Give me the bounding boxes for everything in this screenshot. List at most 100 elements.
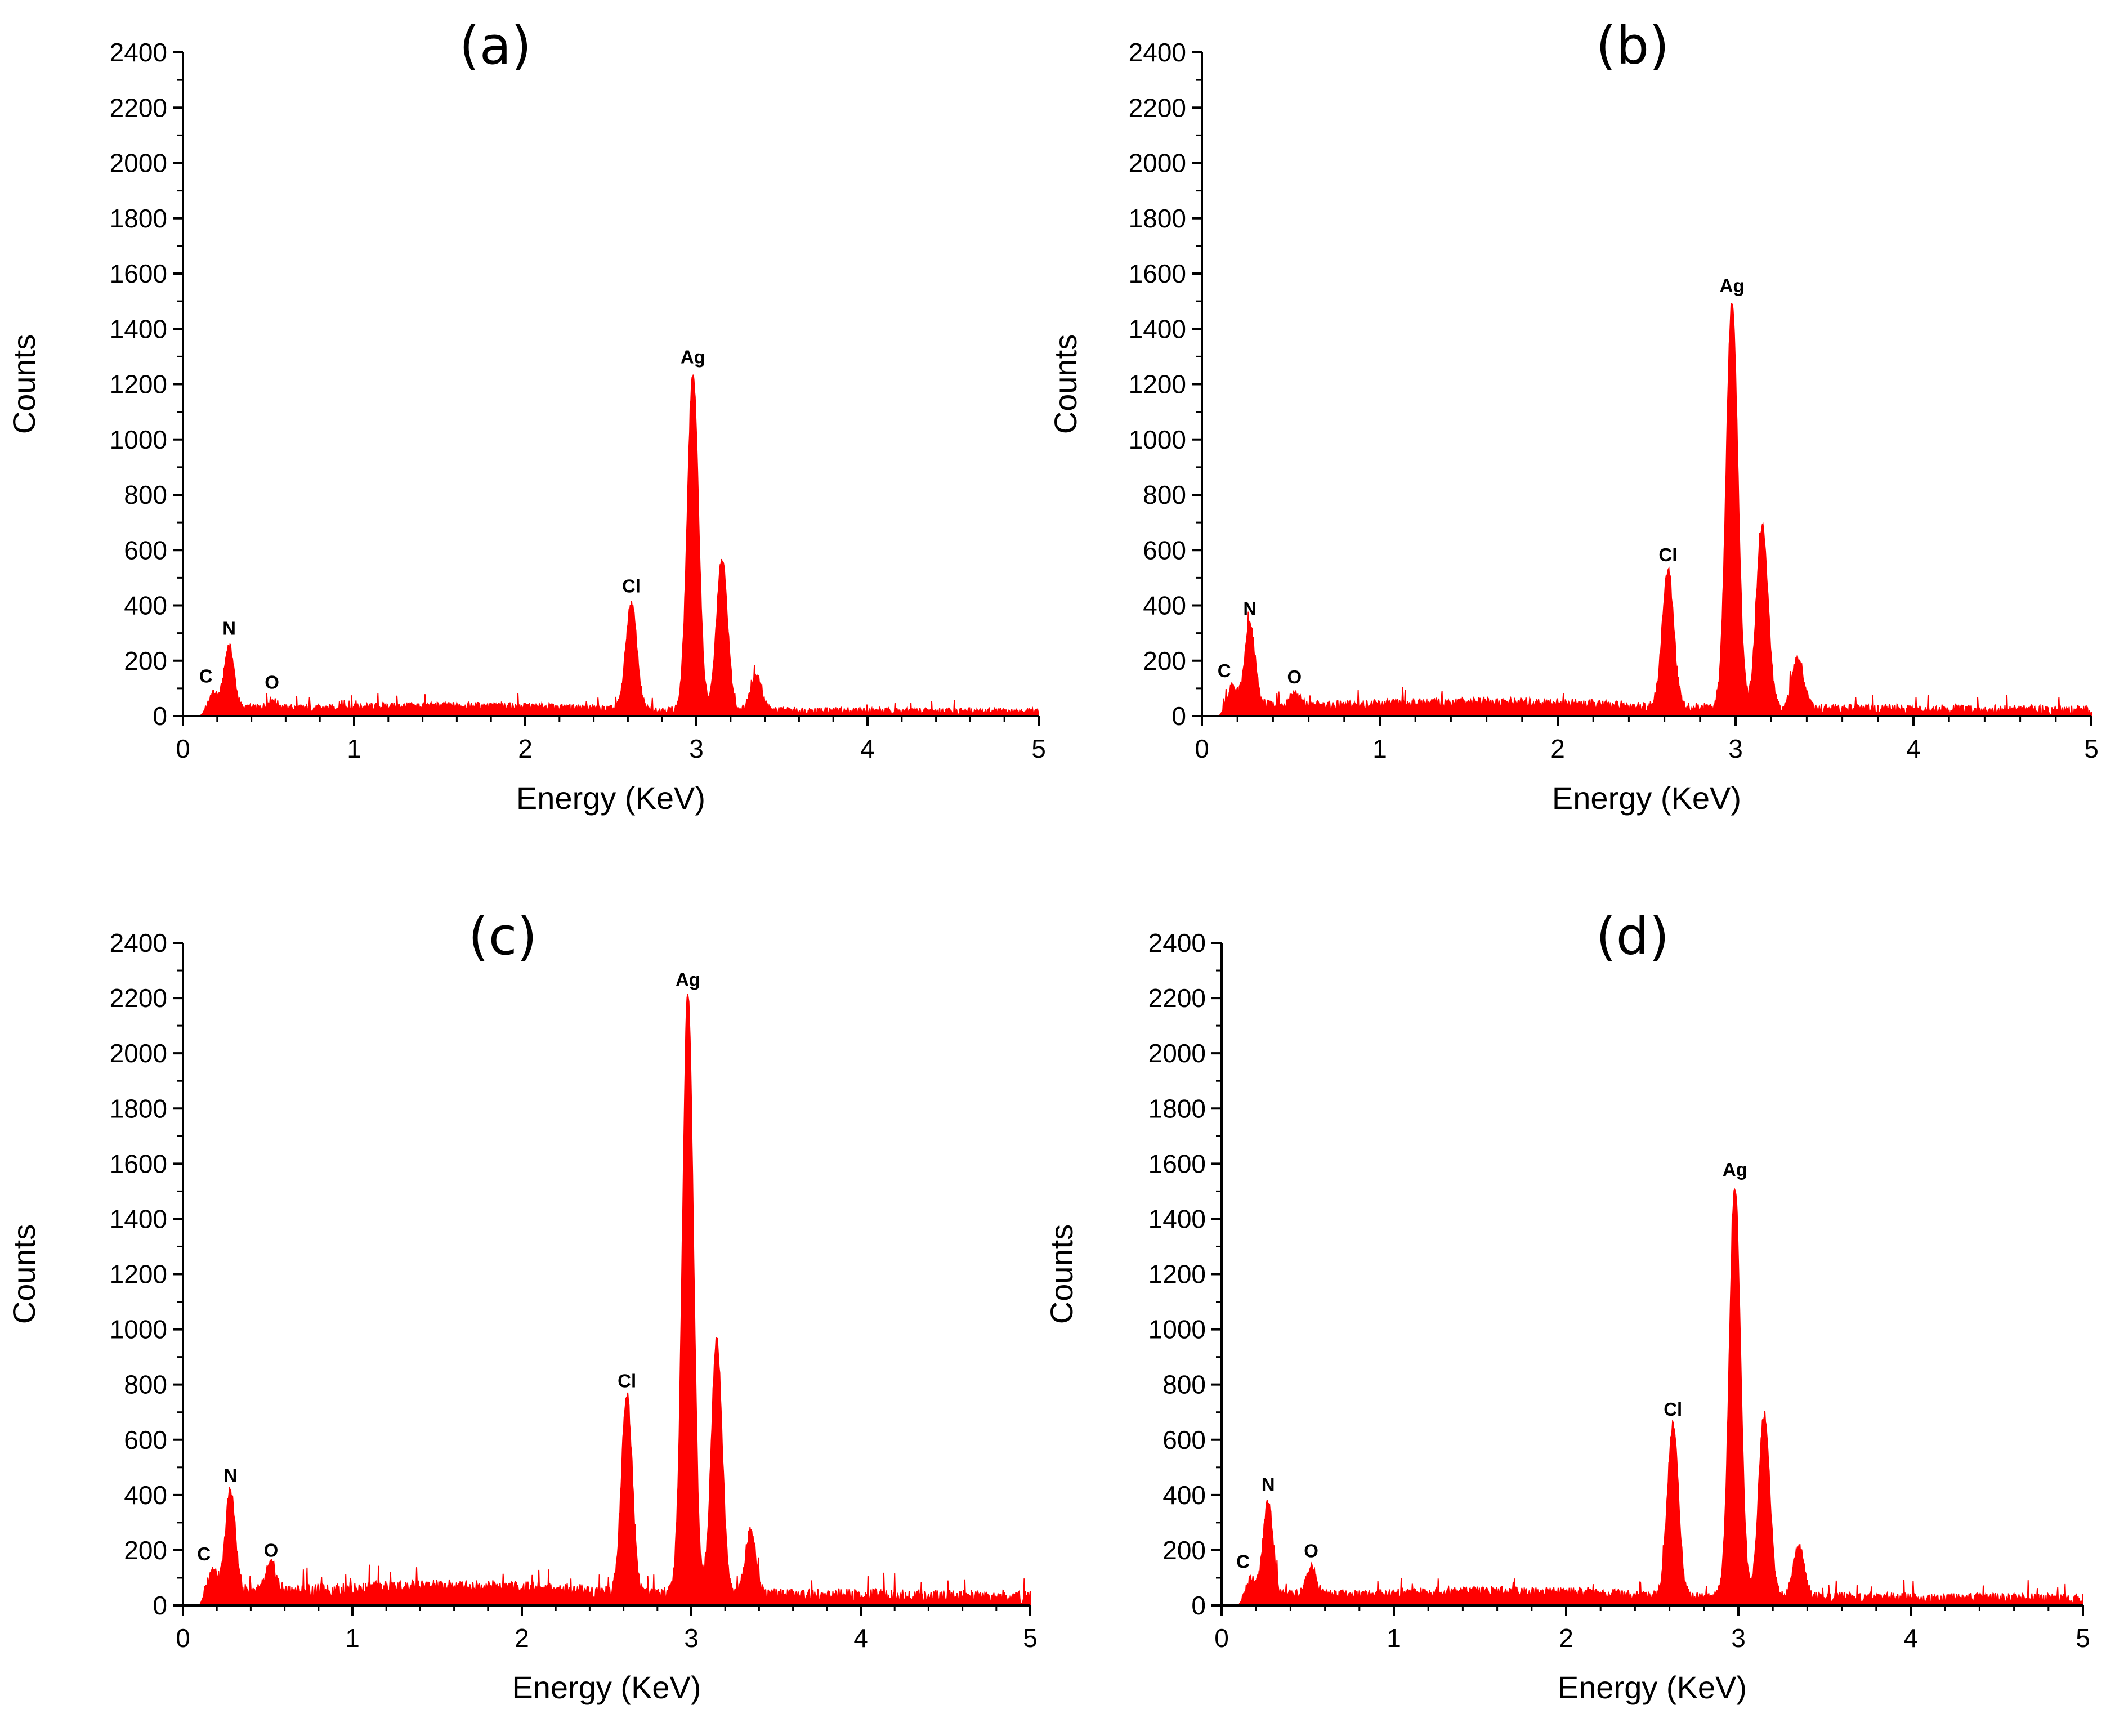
- spectrum-area: [1202, 303, 2092, 717]
- y-tick-label: 2000: [110, 149, 167, 178]
- y-tick-label: 2200: [110, 983, 167, 1013]
- x-tick-label: 5: [2076, 1623, 2090, 1653]
- x-tick-label: 1: [345, 1623, 360, 1653]
- y-tick-label: 1800: [1129, 204, 1186, 233]
- x-tick-label: 3: [689, 734, 704, 763]
- spectrum-area: [1222, 1188, 2083, 1606]
- y-tick-label: 2400: [1148, 928, 1206, 958]
- y-tick-label: 2200: [110, 93, 167, 122]
- x-tick-label: 1: [1387, 1623, 1401, 1653]
- x-tick-label: 3: [1731, 1623, 1746, 1653]
- x-axis-label: Energy (KeV): [1552, 780, 1741, 816]
- y-tick-label: 800: [124, 1370, 167, 1399]
- y-tick-label: 1600: [110, 1149, 167, 1178]
- x-tick-label: 5: [1031, 734, 1046, 763]
- x-tick-label: 3: [684, 1623, 699, 1653]
- panel-title: (c): [468, 906, 537, 967]
- peak-label-ag: Ag: [681, 346, 705, 367]
- x-tick-label: 0: [1214, 1623, 1229, 1653]
- x-tick-label: 1: [1372, 734, 1387, 763]
- y-tick-label: 2400: [110, 38, 167, 67]
- peak-label-cl: Cl: [1658, 544, 1677, 565]
- peak-label-n: N: [222, 618, 236, 638]
- y-tick-label: 600: [1162, 1425, 1206, 1455]
- y-tick-label: 1600: [1129, 259, 1186, 288]
- x-tick-label: 2: [515, 1623, 529, 1653]
- x-axis-label: Energy (KeV): [1558, 1670, 1747, 1705]
- spectrum-area: [183, 374, 1039, 717]
- peak-label-c: C: [1236, 1551, 1250, 1572]
- panel-title: (a): [459, 16, 531, 76]
- peak-label-cl: Cl: [622, 576, 641, 597]
- x-tick-label: 4: [860, 734, 875, 763]
- x-tick-label: 0: [176, 734, 190, 763]
- peak-label-o: O: [264, 1540, 279, 1560]
- y-tick-label: 1200: [110, 1260, 167, 1289]
- y-tick-label: 2000: [1148, 1039, 1206, 1068]
- y-tick-label: 200: [124, 1536, 167, 1565]
- y-tick-label: 1000: [110, 1315, 167, 1344]
- x-axis-label: Energy (KeV): [516, 780, 705, 816]
- y-tick-label: 2000: [1129, 149, 1186, 178]
- y-tick-label: 2400: [1129, 38, 1186, 67]
- y-tick-label: 1800: [110, 204, 167, 233]
- peak-label-c: C: [1218, 660, 1231, 681]
- chart-panel-d: 0 200 400 600 800 1000 1200 1400 1600 1800 2000 220…: [1044, 906, 2090, 1705]
- y-tick-label: 2200: [1129, 93, 1186, 122]
- y-tick-label: 1200: [1129, 370, 1186, 399]
- x-tick-label: 0: [176, 1623, 190, 1653]
- peak-label-n: N: [1243, 598, 1257, 619]
- chart-panel-b: 0 200 400 600 800 1000 1200 1400 1600 1800 2000 220…: [1048, 16, 2099, 816]
- y-tick-label: 1000: [1129, 425, 1186, 454]
- y-tick-label: 1400: [1129, 314, 1186, 343]
- y-tick-label: 400: [124, 1480, 167, 1510]
- y-tick-label: 600: [1143, 535, 1186, 565]
- y-axis-label: Counts: [1048, 334, 1083, 434]
- y-tick-label: 600: [124, 535, 167, 565]
- peak-label-n: N: [223, 1465, 237, 1486]
- x-tick-label: 0: [1195, 734, 1209, 763]
- y-tick-label: 1600: [110, 259, 167, 288]
- y-tick-label: 1000: [1148, 1315, 1206, 1344]
- peak-label-n: N: [1262, 1474, 1275, 1495]
- panel-title: (b): [1596, 16, 1669, 76]
- y-tick-label: 1400: [1148, 1204, 1206, 1233]
- spectrum-area: [183, 994, 1031, 1606]
- y-tick-label: 400: [1143, 591, 1186, 620]
- y-tick-label: 400: [124, 591, 167, 620]
- y-tick-label: 400: [1162, 1480, 1206, 1510]
- chart-panel-c: 0 200 400 600 800 1000 1200 1400 1600 1800 2000 220…: [6, 906, 1038, 1705]
- peak-label-c: C: [197, 1543, 211, 1564]
- peak-label-ag: Ag: [1720, 275, 1745, 296]
- peak-label-cl: Cl: [1664, 1399, 1682, 1420]
- y-tick-label: 800: [124, 480, 167, 509]
- x-tick-label: 2: [1550, 734, 1565, 763]
- y-tick-label: 800: [1162, 1370, 1206, 1399]
- y-tick-label: 1200: [1148, 1260, 1206, 1289]
- y-tick-label: 1200: [110, 370, 167, 399]
- panel-title: (d): [1596, 906, 1669, 967]
- y-tick-label: 1600: [1148, 1149, 1206, 1178]
- y-tick-label: 200: [124, 646, 167, 675]
- x-tick-label: 4: [1906, 734, 1921, 763]
- peak-label-o: O: [1287, 666, 1302, 687]
- x-tick-label: 4: [1903, 1623, 1918, 1653]
- x-tick-label: 5: [2084, 734, 2099, 763]
- y-tick-label: 1400: [110, 1204, 167, 1233]
- x-tick-label: 3: [1728, 734, 1743, 763]
- y-tick-label: 600: [124, 1425, 167, 1455]
- y-tick-label: 1400: [110, 314, 167, 343]
- peak-label-o: O: [1304, 1541, 1318, 1561]
- peak-label-cl: Cl: [618, 1370, 636, 1391]
- y-tick-label: 0: [1171, 701, 1186, 731]
- y-tick-label: 0: [1191, 1591, 1206, 1620]
- peak-label-ag: Ag: [676, 969, 700, 990]
- y-tick-label: 2000: [110, 1039, 167, 1068]
- y-tick-label: 200: [1143, 646, 1186, 675]
- y-tick-label: 2400: [110, 928, 167, 958]
- y-axis-label: Counts: [6, 334, 42, 434]
- y-tick-label: 2200: [1148, 983, 1206, 1013]
- y-tick-label: 200: [1162, 1536, 1206, 1565]
- x-tick-label: 4: [853, 1623, 868, 1653]
